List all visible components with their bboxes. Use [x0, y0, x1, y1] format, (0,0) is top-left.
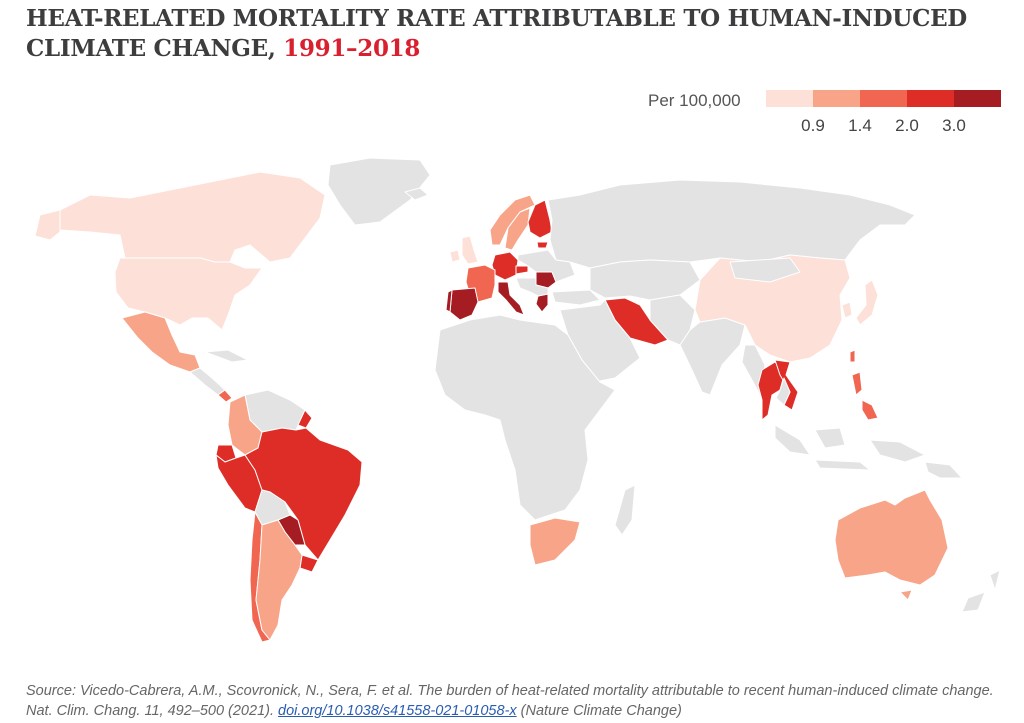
region-mexico	[121, 311, 201, 373]
region-italy	[497, 281, 525, 316]
legend-tick: 3.0	[942, 116, 966, 135]
region-greenland	[327, 157, 431, 226]
legend-label: Per 100,000	[648, 91, 741, 110]
region-united-kingdom	[461, 235, 479, 265]
region-argentina	[255, 519, 303, 641]
region-tasmania	[899, 589, 913, 601]
region-finland	[527, 199, 553, 239]
region-alaska	[34, 209, 61, 241]
legend-swatch	[907, 90, 954, 107]
region-philippines	[851, 371, 879, 421]
region-estonia	[536, 241, 549, 249]
region-taiwan	[849, 349, 856, 363]
region-new-zealand	[961, 569, 1001, 613]
doi-link[interactable]: doi.org/10.1038/s41558-021-01058-x	[278, 703, 517, 719]
region-africa	[434, 314, 616, 521]
legend-color-bar	[766, 90, 1001, 107]
legend-swatch	[766, 90, 813, 107]
region-papua-new-guinea	[924, 461, 963, 479]
region-central-asia	[589, 259, 701, 301]
world-map	[34, 157, 1001, 643]
region-spain	[449, 287, 479, 321]
title-years: 1991–2018	[283, 35, 421, 62]
region-eastern-europe	[517, 249, 576, 283]
region-china	[694, 254, 851, 363]
chart-title: HEAT-RELATED MORTALITY RATE ATTRIBUTABLE…	[26, 4, 1006, 64]
legend-tick: 1.4	[848, 116, 872, 135]
region-canada	[59, 171, 326, 263]
region-madagascar	[614, 484, 636, 536]
region-indonesia	[774, 424, 926, 471]
legend-tick: 0.9	[801, 116, 825, 135]
region-laos-cambodia	[775, 377, 791, 406]
region-sweden	[504, 207, 531, 251]
region-australia	[834, 489, 949, 586]
legend-swatch	[813, 90, 860, 107]
legend-swatch	[860, 90, 907, 107]
title-main: HEAT-RELATED MORTALITY RATE ATTRIBUTABLE…	[26, 5, 967, 62]
region-greece	[535, 293, 549, 313]
region-south-korea	[841, 301, 853, 319]
legend-ticks: 0.9 1.4 2.0 3.0	[766, 116, 1001, 138]
region-central-america	[189, 367, 226, 396]
region-czech-republic	[515, 265, 529, 275]
legend: Per 100,000 0.9 1.4 2.0 3.0	[640, 88, 1020, 148]
region-india	[679, 317, 746, 396]
region-japan	[855, 279, 879, 326]
region-ireland	[449, 249, 461, 263]
legend-swatch	[954, 90, 1001, 107]
region-panama	[217, 389, 233, 403]
region-turkey	[551, 289, 601, 306]
source-suffix: (Nature Climate Change)	[516, 703, 682, 719]
region-russia	[547, 179, 916, 269]
region-iceland	[404, 187, 429, 201]
region-balkans	[515, 277, 549, 297]
region-portugal	[445, 289, 453, 313]
source-citation: Source: Vicedo-Cabrera, A.M., Scovronick…	[26, 681, 1016, 721]
region-mongolia	[729, 257, 801, 283]
legend-tick: 2.0	[895, 116, 919, 135]
region-south-africa	[529, 517, 581, 566]
region-germany	[491, 251, 519, 281]
source-text: Source: Vicedo-Cabrera, A.M., Scovronick…	[26, 683, 994, 719]
region-united-states	[114, 257, 263, 331]
region-cuba	[204, 349, 249, 363]
